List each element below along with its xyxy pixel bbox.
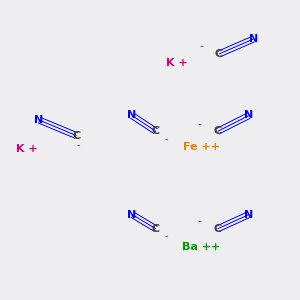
Text: N: N xyxy=(249,34,258,44)
Text: -: - xyxy=(76,140,80,150)
Text: N: N xyxy=(128,110,136,121)
Text: Fe ++: Fe ++ xyxy=(183,142,219,152)
Text: N: N xyxy=(34,115,43,125)
Text: C: C xyxy=(213,126,222,136)
Text: C: C xyxy=(152,126,160,136)
Text: N: N xyxy=(128,209,136,220)
Text: C: C xyxy=(72,130,81,141)
Text: C: C xyxy=(152,224,160,234)
Text: -: - xyxy=(197,118,201,129)
Text: K +: K + xyxy=(16,144,38,154)
Text: K +: K + xyxy=(166,58,188,68)
Text: -: - xyxy=(199,41,203,52)
Text: Ba ++: Ba ++ xyxy=(182,242,220,252)
Text: C: C xyxy=(215,49,223,59)
Text: N: N xyxy=(244,110,253,121)
Text: -: - xyxy=(164,134,168,144)
Text: N: N xyxy=(244,209,253,220)
Text: C: C xyxy=(213,224,222,234)
Text: -: - xyxy=(165,231,168,242)
Text: -: - xyxy=(197,216,201,226)
